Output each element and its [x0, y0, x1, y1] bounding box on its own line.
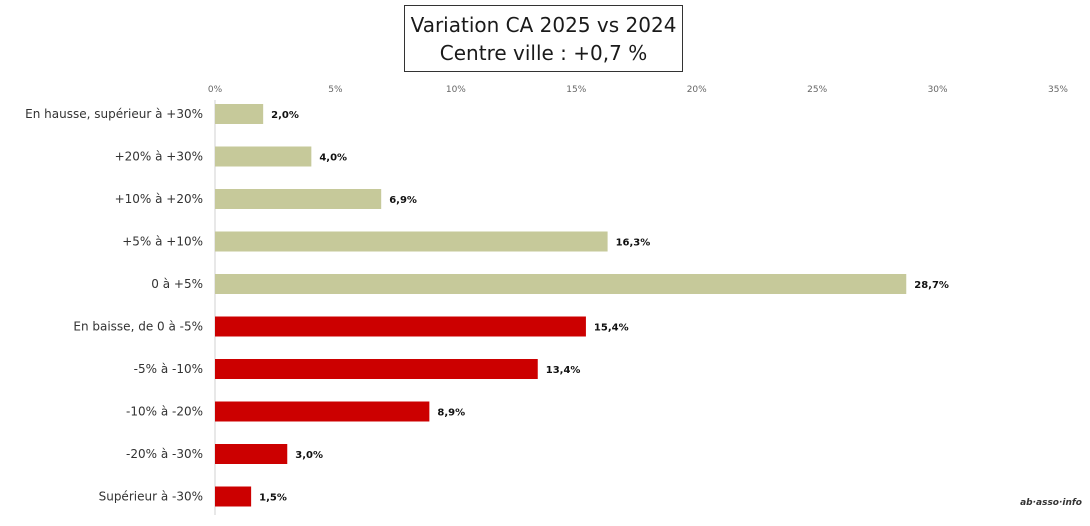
data-label: 3,0%: [295, 450, 323, 461]
x-tick-label: 0%: [208, 85, 223, 95]
category-label: -5% à -10%: [134, 362, 203, 376]
x-tick-label: 5%: [328, 85, 343, 95]
data-label: 4,0%: [319, 153, 347, 164]
data-label: 2,0%: [271, 110, 299, 121]
category-label: Supérieur à -30%: [99, 490, 203, 504]
category-label: En hausse, supérieur à +30%: [25, 107, 203, 121]
data-label: 8,9%: [437, 408, 465, 419]
chart-title-box: Variation CA 2025 vs 2024 Centre ville :…: [404, 5, 683, 72]
bar: [215, 189, 382, 209]
data-label: 1,5%: [259, 493, 287, 504]
bar: [215, 231, 608, 252]
x-tick-label: 20%: [687, 85, 707, 95]
category-label: +20% à +30%: [115, 150, 203, 164]
bar: [215, 444, 288, 464]
chart-title: Variation CA 2025 vs 2024: [410, 13, 677, 37]
data-label: 28,7%: [914, 280, 949, 291]
watermark-logo: ab·asso·info: [1020, 498, 1082, 508]
bar: [215, 316, 586, 337]
category-label: +10% à +20%: [115, 192, 203, 206]
chart-subtitle: Centre ville : +0,7 %: [439, 41, 648, 65]
data-label: 13,4%: [546, 365, 581, 376]
category-label: +5% à +10%: [122, 235, 203, 249]
bar: [215, 274, 907, 294]
bar: [215, 359, 538, 379]
data-label: 16,3%: [616, 238, 651, 249]
bar: [215, 401, 430, 422]
x-tick-label: 25%: [807, 85, 827, 95]
x-tick-label: 15%: [566, 85, 586, 95]
bar: [215, 104, 264, 124]
data-label: 15,4%: [594, 323, 629, 334]
data-label: 6,9%: [389, 195, 417, 206]
x-tick-label: 30%: [928, 85, 948, 95]
bar: [215, 486, 252, 507]
bar: [215, 146, 312, 167]
category-label: -20% à -30%: [126, 447, 203, 461]
x-tick-label: 35%: [1048, 85, 1068, 95]
category-label: -10% à -20%: [126, 405, 203, 419]
category-label: 0 à +5%: [151, 277, 203, 291]
category-label: En baisse, de 0 à -5%: [73, 320, 203, 334]
x-tick-label: 10%: [446, 85, 466, 95]
